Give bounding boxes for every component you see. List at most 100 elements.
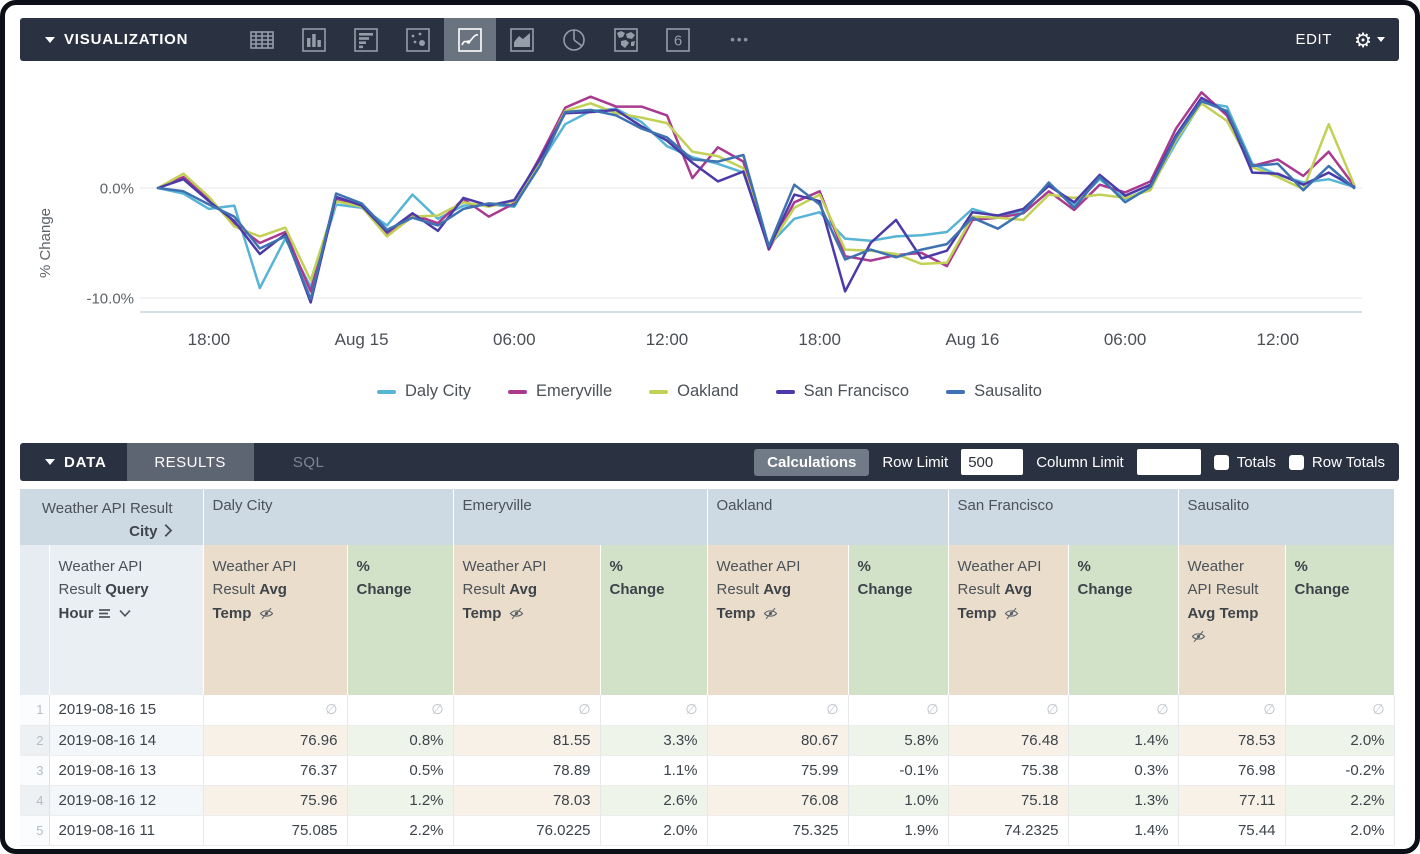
pct-change-cell[interactable]: 2.6% (600, 785, 708, 816)
viz-type-table-button[interactable] (236, 18, 288, 61)
avg-temp-column-header-emeryville[interactable]: Weather API Result Avg Temp (453, 545, 601, 695)
viz-type-line-button[interactable] (444, 18, 497, 61)
pct-change-cell[interactable]: 0.5% (347, 755, 454, 786)
avg-temp-cell[interactable]: ∅ (453, 695, 601, 726)
query-hour-cell[interactable]: 2019-08-16 14 (49, 725, 204, 756)
pct-change-cell[interactable]: 1.9% (848, 815, 949, 846)
pct-change-cell[interactable]: 3.3% (600, 725, 708, 756)
avg-temp-cell[interactable]: 78.53 (1178, 725, 1286, 756)
pct-change-cell[interactable]: 1.3% (1068, 785, 1179, 816)
viz-type-bar-button[interactable] (340, 18, 392, 61)
pct-change-cell[interactable]: ∅ (848, 695, 949, 726)
pivot-value-header-oakland[interactable]: Oakland (707, 489, 949, 545)
series-line-emeryville[interactable] (156, 91, 1356, 293)
avg-temp-cell[interactable]: 75.96 (203, 785, 348, 816)
calculations-button[interactable]: Calculations (754, 448, 870, 476)
query-hour-cell[interactable]: 2019-08-16 15 (49, 695, 204, 726)
pct-change-cell[interactable]: ∅ (347, 695, 454, 726)
pct-change-cell[interactable]: 0.8% (347, 725, 454, 756)
pct-change-column-header-daly-city[interactable]: % Change (347, 545, 454, 695)
pivot-dimension-header[interactable]: Weather API Result City (20, 489, 204, 545)
pct-change-cell[interactable]: ∅ (1068, 695, 1179, 726)
pivot-value-header-san-francisco[interactable]: San Francisco (948, 489, 1179, 545)
row-limit-input[interactable] (961, 449, 1024, 475)
avg-temp-cell[interactable]: 76.37 (203, 755, 348, 786)
visualization-section-toggle[interactable]: VISUALIZATION (20, 31, 188, 48)
avg-temp-cell[interactable]: 75.18 (948, 785, 1069, 816)
viz-type-column-button[interactable] (288, 18, 340, 61)
avg-temp-cell[interactable]: 76.48 (948, 725, 1069, 756)
pct-change-cell[interactable]: 1.1% (600, 755, 708, 786)
series-line-sausalito[interactable] (156, 99, 1356, 301)
pct-change-cell[interactable]: 5.8% (848, 725, 949, 756)
avg-temp-cell[interactable]: 74.2325 (948, 815, 1069, 846)
legend-item-emeryville[interactable]: Emeryville (508, 382, 612, 401)
avg-temp-cell[interactable]: ∅ (948, 695, 1069, 726)
avg-temp-cell[interactable]: 76.96 (203, 725, 348, 756)
viz-type-area-button[interactable] (496, 18, 548, 61)
avg-temp-cell[interactable]: 75.38 (948, 755, 1069, 786)
avg-temp-cell[interactable]: 75.99 (707, 755, 849, 786)
query-hour-cell[interactable]: 2019-08-16 11 (49, 815, 204, 846)
avg-temp-cell[interactable]: ∅ (1178, 695, 1286, 726)
pivot-value-header-daly-city[interactable]: Daly City (203, 489, 454, 545)
pct-change-cell[interactable]: 1.2% (347, 785, 454, 816)
avg-temp-cell[interactable]: 78.03 (453, 785, 601, 816)
pct-change-cell[interactable]: 0.3% (1068, 755, 1179, 786)
pct-change-cell[interactable]: 2.0% (600, 815, 708, 846)
totals-checkbox[interactable] (1213, 454, 1229, 470)
viz-type-pie-button[interactable] (548, 18, 600, 61)
avg-temp-cell[interactable]: 78.89 (453, 755, 601, 786)
row-totals-checkbox[interactable] (1288, 454, 1304, 470)
pct-change-cell[interactable]: 1.0% (848, 785, 949, 816)
avg-temp-cell[interactable]: 80.67 (707, 725, 849, 756)
pct-change-cell[interactable]: 1.4% (1068, 815, 1179, 846)
tab-sql[interactable]: SQL (292, 453, 325, 471)
pivot-value-header-sausalito[interactable]: Sausalito (1178, 489, 1395, 545)
settings-menu-button[interactable]: ⚙ (1354, 30, 1385, 50)
avg-temp-cell[interactable]: 77.11 (1178, 785, 1286, 816)
legend-item-san-francisco[interactable]: San Francisco (775, 382, 909, 401)
avg-temp-cell[interactable]: 76.0225 (453, 815, 601, 846)
more-chart-types-button[interactable]: ••• (730, 32, 750, 47)
avg-temp-cell[interactable]: 76.08 (707, 785, 849, 816)
query-hour-cell[interactable]: 2019-08-16 12 (49, 785, 204, 816)
avg-temp-cell[interactable]: 76.98 (1178, 755, 1286, 786)
pct-change-cell[interactable]: -0.2% (1285, 755, 1395, 786)
pct-change-column-header-sausalito[interactable]: % Change (1285, 545, 1395, 695)
query-hour-cell[interactable]: 2019-08-16 13 (49, 755, 204, 786)
pct-change-cell[interactable]: ∅ (600, 695, 708, 726)
edit-button[interactable]: EDIT (1295, 31, 1333, 48)
pct-change-cell[interactable]: 2.2% (1285, 785, 1395, 816)
pct-change-column-header-san-francisco[interactable]: % Change (1068, 545, 1179, 695)
avg-temp-cell[interactable]: 75.085 (203, 815, 348, 846)
tab-results[interactable]: RESULTS (126, 443, 254, 481)
pct-change-cell[interactable]: 2.0% (1285, 815, 1395, 846)
line-chart[interactable]: 0.0% -10.0% 18:00 Aug 15 06:00 12:00 18:00 Aug … (20, 61, 1394, 371)
pct-change-cell[interactable]: -0.1% (848, 755, 949, 786)
pct-change-cell[interactable]: 2.2% (347, 815, 454, 846)
pct-change-cell[interactable]: 2.0% (1285, 725, 1395, 756)
pct-change-cell[interactable]: 1.4% (1068, 725, 1179, 756)
data-section-toggle[interactable]: DATA (20, 454, 107, 471)
viz-type-scatter-button[interactable] (392, 18, 444, 61)
avg-temp-column-header-daly-city[interactable]: Weather API Result Avg Temp (203, 545, 348, 695)
avg-temp-cell[interactable]: ∅ (203, 695, 348, 726)
avg-temp-cell[interactable]: ∅ (707, 695, 849, 726)
legend-item-oakland[interactable]: Oakland (649, 382, 739, 401)
query-hour-column-header[interactable]: Weather API Result Query Hour (49, 545, 204, 695)
pct-change-column-header-emeryville[interactable]: % Change (600, 545, 708, 695)
avg-temp-cell[interactable]: 75.44 (1178, 815, 1286, 846)
legend-item-sausalito[interactable]: Sausalito (946, 382, 1042, 401)
avg-temp-column-header-san-francisco[interactable]: Weather API Result Avg Temp (948, 545, 1069, 695)
pct-change-cell[interactable]: ∅ (1285, 695, 1395, 726)
avg-temp-cell[interactable]: 75.325 (707, 815, 849, 846)
viz-type-single-value-button[interactable]: 6 (652, 18, 704, 61)
column-limit-input[interactable] (1136, 449, 1201, 475)
avg-temp-cell[interactable]: 81.55 (453, 725, 601, 756)
viz-type-map-button[interactable] (600, 18, 652, 61)
avg-temp-column-header-sausalito[interactable]: Weather API Result Avg Temp (1178, 545, 1286, 695)
legend-item-daly-city[interactable]: Daly City (377, 382, 471, 401)
pct-change-column-header-oakland[interactable]: % Change (848, 545, 949, 695)
pivot-value-header-emeryville[interactable]: Emeryville (453, 489, 708, 545)
